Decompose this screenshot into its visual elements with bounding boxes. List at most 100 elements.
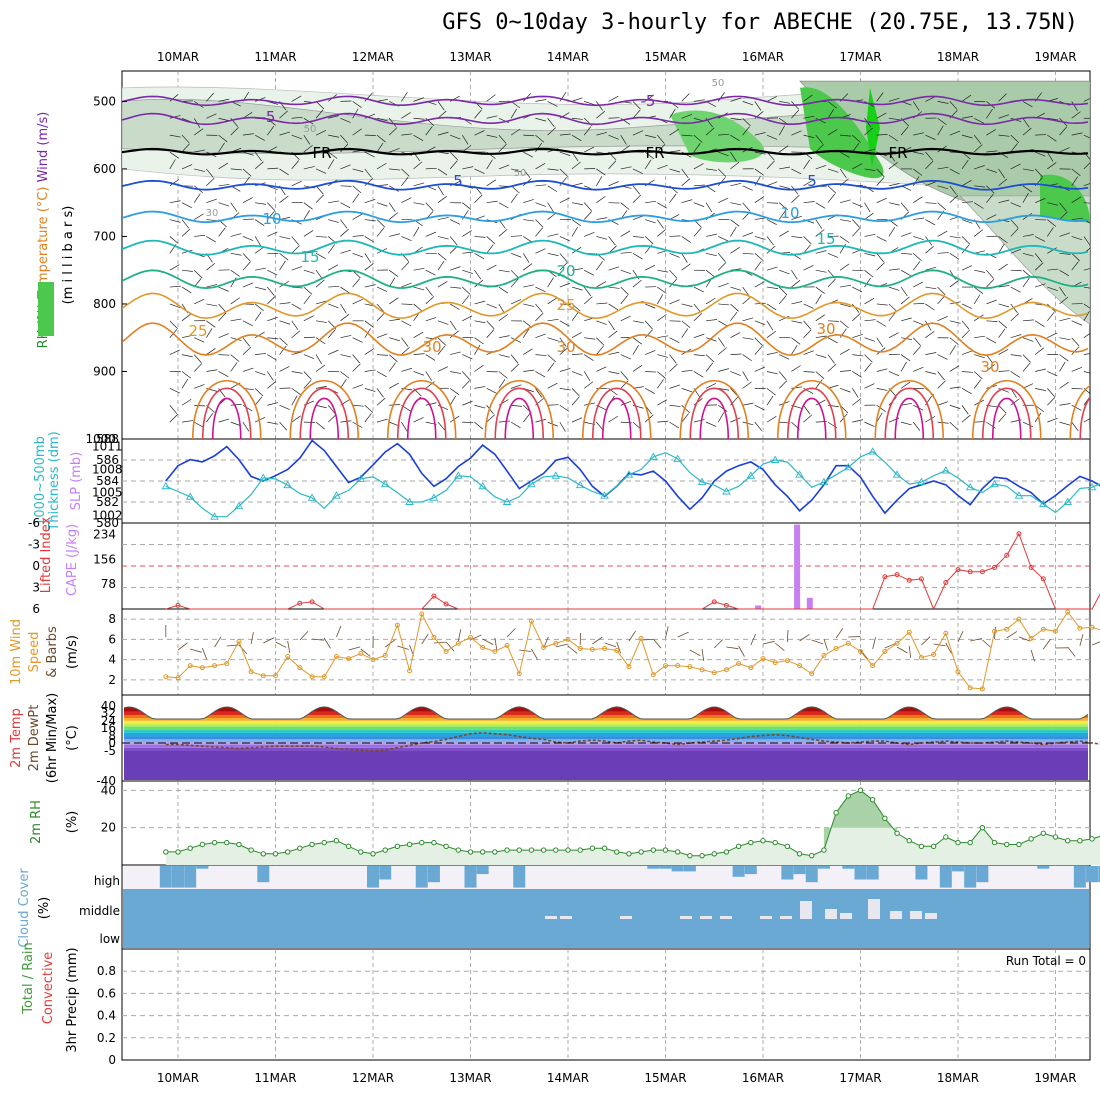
temp-color-band bbox=[124, 744, 1088, 748]
wind-barb bbox=[657, 202, 668, 209]
wind-barb bbox=[169, 151, 180, 159]
wind-barb bbox=[193, 354, 202, 364]
wind-barb bbox=[389, 233, 400, 237]
wind-barb bbox=[1047, 371, 1058, 377]
rh-point bbox=[394, 843, 401, 850]
wind-barb bbox=[571, 182, 583, 187]
wind-barb bbox=[340, 164, 351, 170]
li-tick-label: -3 bbox=[28, 538, 40, 552]
wind-barb bbox=[608, 415, 618, 423]
rh-legend-swatch bbox=[38, 282, 54, 336]
wind-barb bbox=[425, 167, 437, 170]
wind-barb bbox=[376, 117, 388, 122]
wind-barb bbox=[815, 314, 826, 322]
wind-barb bbox=[352, 252, 364, 258]
contour-label: -5 bbox=[261, 108, 276, 126]
wind-barb bbox=[669, 363, 678, 372]
wind-barb bbox=[876, 412, 883, 423]
wind-barb bbox=[571, 226, 578, 237]
wind-speed-point bbox=[955, 669, 961, 675]
rh-point bbox=[272, 851, 279, 857]
wind-barb bbox=[742, 126, 750, 136]
wind-barb bbox=[523, 151, 534, 158]
wind-barb bbox=[730, 219, 740, 227]
rh-point bbox=[1040, 830, 1047, 836]
wind-barb bbox=[608, 134, 619, 140]
wind-barb bbox=[437, 110, 447, 119]
rh-point bbox=[1077, 838, 1083, 844]
surface-wind-barb bbox=[653, 638, 662, 649]
wind-barb bbox=[547, 118, 555, 128]
wind-barb bbox=[1083, 303, 1090, 309]
wind-barb bbox=[388, 362, 396, 372]
wind-barb bbox=[644, 264, 656, 271]
surface-wind-barb bbox=[750, 633, 757, 646]
wind-barb bbox=[840, 134, 852, 137]
wind-barb bbox=[693, 419, 705, 423]
wind-barb bbox=[279, 260, 286, 271]
contour-label: 30 bbox=[206, 208, 219, 219]
wind-barb bbox=[974, 335, 986, 339]
wind-barb bbox=[608, 181, 619, 187]
wind-barb bbox=[925, 151, 933, 161]
wind-barb bbox=[389, 168, 401, 171]
contour-label: 20 bbox=[556, 262, 575, 280]
wind-speed-point bbox=[260, 673, 266, 679]
surface-wind-barb bbox=[275, 641, 287, 648]
thickness-tick-label: 584 bbox=[96, 474, 119, 488]
wind-barb bbox=[1035, 368, 1046, 372]
wind-barb bbox=[900, 381, 911, 389]
wind-barb bbox=[949, 185, 957, 195]
panel-frame-wind bbox=[121, 608, 1091, 696]
wind-barb bbox=[376, 162, 387, 170]
wind-speed-point bbox=[845, 640, 851, 646]
wind-barb bbox=[778, 145, 789, 153]
thickness-point bbox=[673, 454, 682, 462]
surface-wind-barb bbox=[177, 642, 188, 651]
wind-barb bbox=[401, 282, 412, 288]
wind-barb bbox=[255, 353, 267, 355]
wind-speed-point bbox=[492, 648, 498, 654]
wind-barb bbox=[937, 421, 949, 424]
wind-barb bbox=[766, 351, 778, 355]
wind-barb bbox=[1096, 101, 1100, 103]
wind-barb bbox=[657, 379, 664, 389]
profile-plot bbox=[122, 80, 1100, 439]
wind-barb bbox=[876, 303, 888, 306]
wind-barb bbox=[523, 284, 535, 288]
wind-tick-label: 8 bbox=[108, 612, 116, 626]
wind-barb bbox=[949, 236, 961, 239]
surface-wind-barb bbox=[360, 648, 371, 657]
wind-barb bbox=[681, 404, 690, 414]
wind-barb bbox=[596, 217, 608, 220]
cloud-high-bar bbox=[1073, 866, 1086, 888]
wind-barb bbox=[1071, 388, 1083, 390]
wind-barb bbox=[1010, 398, 1020, 406]
wind-barb bbox=[437, 337, 447, 346]
cloud-high-bar bbox=[683, 866, 696, 872]
surface-wind-barb bbox=[494, 637, 498, 650]
rh-point bbox=[199, 841, 206, 848]
wind-barb bbox=[620, 251, 632, 254]
wind-barb bbox=[852, 228, 860, 237]
wind-barb bbox=[840, 370, 852, 372]
rh-title: 2m RH bbox=[29, 800, 44, 844]
wind-barb bbox=[1083, 202, 1090, 204]
cloud-unit: (%) bbox=[37, 897, 52, 920]
wind-barb bbox=[303, 294, 311, 305]
temp-cold-band bbox=[124, 751, 1088, 780]
surface-isotherm-lobe bbox=[689, 387, 740, 439]
wind-barb bbox=[547, 318, 559, 322]
rh-point bbox=[638, 849, 644, 855]
wind-barb bbox=[547, 337, 559, 342]
wind-barb bbox=[413, 117, 425, 120]
rh-point bbox=[516, 847, 522, 853]
wind-barb bbox=[669, 128, 679, 136]
wind-barb bbox=[486, 236, 496, 245]
wind-barb bbox=[876, 337, 884, 348]
thickness-point bbox=[551, 471, 561, 479]
wind-barb bbox=[376, 303, 385, 313]
wind-barb bbox=[486, 264, 497, 271]
wind-barb bbox=[1047, 134, 1057, 142]
wind-barb bbox=[742, 296, 752, 305]
